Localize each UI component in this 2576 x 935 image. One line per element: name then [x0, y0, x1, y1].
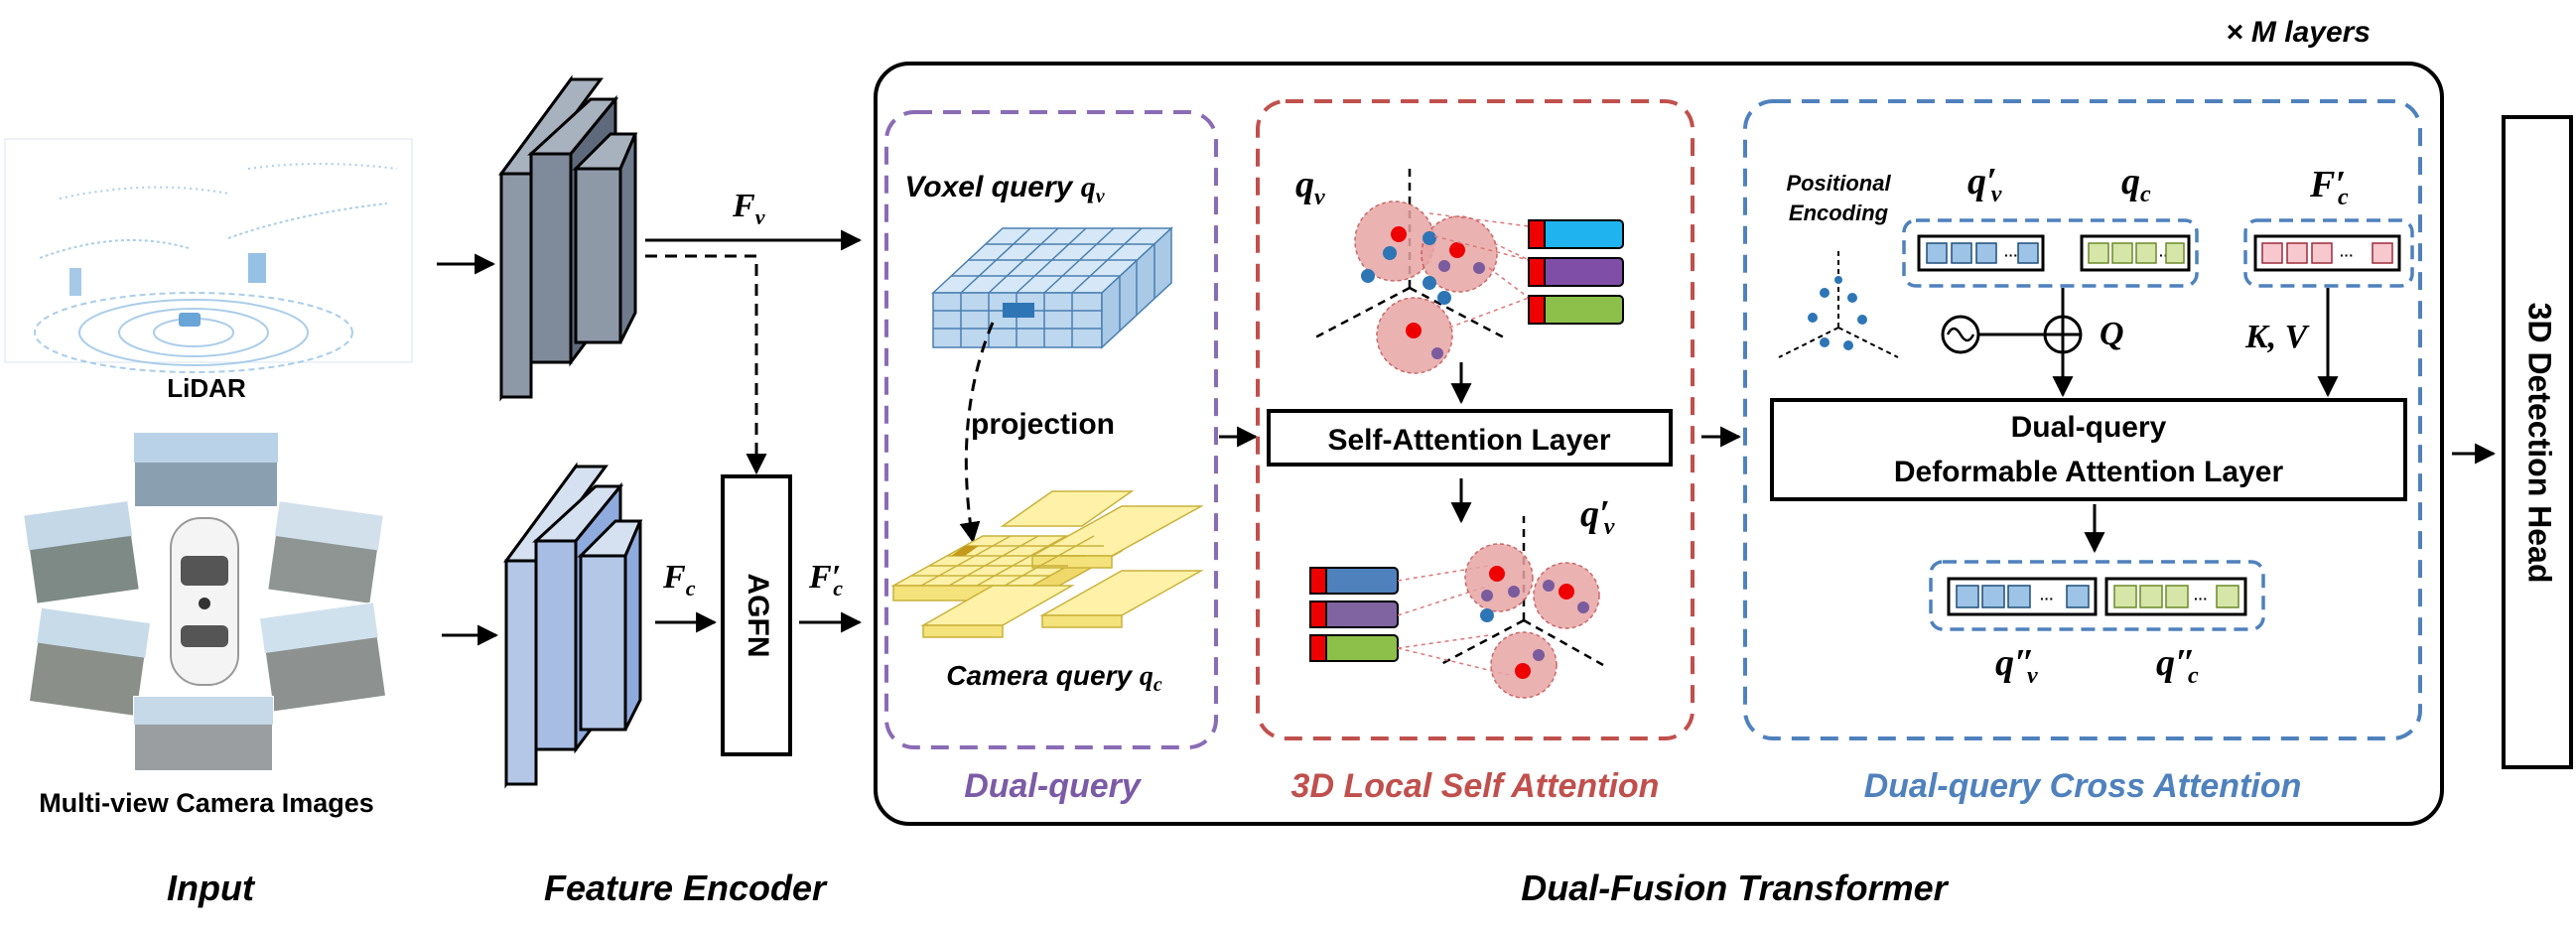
svg-text:···: ··· [2340, 247, 2354, 263]
qv-dprime-label: q″v [1995, 642, 2038, 689]
token-stack-top [1528, 219, 1624, 325]
point-cloud-bottom [1397, 516, 1604, 699]
qv-prime-label: q′v [1580, 493, 1615, 540]
dual-query-title: Dual-query [964, 767, 1143, 805]
camera-images [23, 432, 388, 772]
self-attention-layer-label: Self-Attention Layer [1327, 424, 1610, 457]
detection-head-label: 3D Detection Head [2522, 303, 2558, 584]
input-section-title: Input [167, 868, 256, 908]
fv-dashed-arrow [645, 254, 767, 475]
positional-encoding-icon [1778, 248, 1899, 358]
dual-fusion-transformer-title: Dual-Fusion Transformer [1521, 868, 1949, 908]
agfn-box [721, 474, 792, 756]
cross-attention-panel [1743, 99, 2422, 740]
lidar-label: LiDAR [167, 373, 246, 403]
deformable-line2: Deformable Attention Layer [1894, 456, 2284, 488]
fc-label: Fc [662, 559, 696, 601]
feature-encoder-title: Feature Encoder [544, 868, 828, 908]
detection-head-box [2502, 115, 2573, 769]
ca-qc-label: qc [2121, 161, 2151, 207]
car-icon [170, 517, 239, 686]
sine-add-operator [1941, 288, 2083, 398]
voxel-query-label: Voxel query qv [904, 171, 1105, 207]
svg-text:···: ··· [2040, 591, 2054, 606]
fc-prime-token-group: ··· [2243, 218, 2414, 288]
camera-images-label: Multi-view Camera Images [39, 788, 374, 818]
output-token-group: ··· ··· [1929, 560, 2265, 631]
ca-fc-prime-label: F′c [2309, 164, 2349, 210]
qc-dprime-label: q″c [2156, 642, 2199, 689]
qv-label: qv [1295, 164, 1325, 210]
positional-encoding-line2: Encoding [1789, 200, 1889, 225]
fc-prime-label: F′c [808, 559, 843, 601]
camera-query-label: Camera query qc [946, 660, 1162, 696]
point-cloud-top [1314, 169, 1530, 374]
token-stack-bottom [1309, 567, 1399, 662]
svg-text:···: ··· [2194, 591, 2208, 606]
camera-encoder [503, 462, 643, 789]
local-self-attention-title: 3D Local Self Attention [1291, 767, 1660, 805]
layers-label: × M layers [2226, 16, 2371, 49]
ca-qv-prime-label: q′v [1967, 161, 2002, 207]
agfn-label: AGFN [742, 574, 774, 658]
lidar-encoder [498, 74, 638, 402]
KV-label: K, V [2244, 319, 2310, 355]
camera-query-grid [890, 490, 1204, 638]
fv-label: Fv [732, 188, 765, 229]
voxel-query-grid [931, 226, 1173, 349]
self-attention-layer-box [1267, 409, 1673, 467]
lidar-image [4, 138, 413, 373]
projection-label: projection [971, 408, 1115, 441]
svg-text:···: ··· [2004, 247, 2018, 263]
Q-label: Q [2100, 316, 2124, 352]
deformable-line1: Dual-query [2011, 411, 2167, 444]
projection-arrow [959, 322, 995, 544]
deformable-attention-box [1770, 398, 2407, 501]
cross-attention-title: Dual-query Cross Attention [1864, 767, 2302, 805]
dual-query-panel [884, 110, 1218, 749]
positional-encoding-line1: Positional [1786, 171, 1891, 196]
local-self-attention-panel [1256, 99, 1695, 740]
transformer-frame [874, 62, 2444, 826]
query-token-group: ··· ··· [1902, 218, 2199, 288]
